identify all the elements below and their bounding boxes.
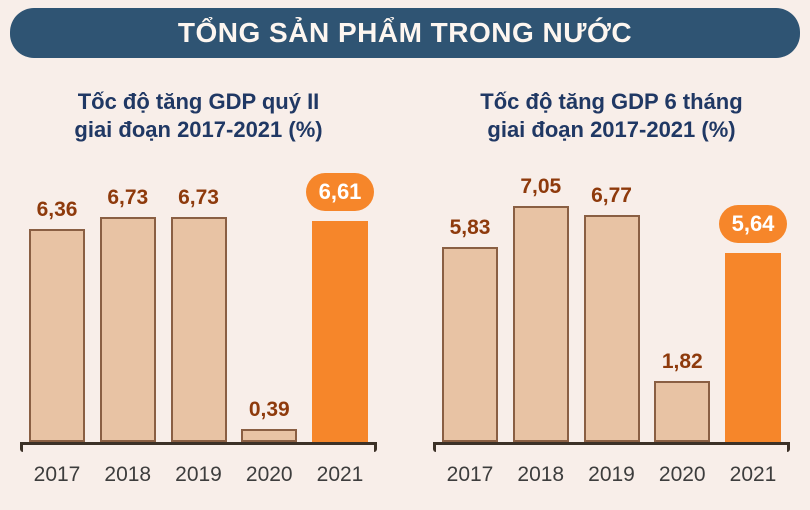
page-title: TỔNG SẢN PHẨM TRONG NƯỚC — [177, 17, 633, 48]
bar-column: 0,39 — [241, 398, 298, 442]
x-tick-label: 2018 — [517, 463, 565, 486]
bar — [442, 247, 498, 442]
bar-value-label: 5,83 — [449, 216, 491, 239]
x-axis-labels: 2017 2018 2019 2020 2021 — [433, 452, 790, 487]
bar-column: 7,05 — [512, 175, 569, 442]
bar-column: 6,61 — [305, 173, 375, 442]
chart-title-line2: giai đoạn 2017-2021 (%) — [74, 117, 323, 142]
bar-highlight — [312, 221, 368, 442]
chart-title-6months: Tốc độ tăng GDP 6 tháng giai đoạn 2017-2… — [433, 88, 790, 144]
x-tick-label: 2019 — [588, 463, 635, 486]
chart-gdp-6months: Tốc độ tăng GDP 6 tháng giai đoạn 2017-2… — [433, 58, 790, 487]
bar — [29, 229, 85, 442]
bar — [583, 215, 640, 442]
bar-value-label: 0,39 — [248, 398, 290, 421]
x-tick-label: 2021 — [316, 463, 364, 486]
highlight-value-badge: 6,61 — [305, 173, 375, 211]
x-tick-label: 2019 — [175, 463, 222, 486]
bar-column: 6,77 — [583, 184, 640, 442]
bar — [241, 429, 298, 442]
bar — [99, 217, 156, 442]
x-axis-line — [433, 442, 790, 452]
chart-title-line2: giai đoạn 2017-2021 (%) — [487, 117, 736, 142]
x-tick-label: 2020 — [245, 463, 293, 486]
plot-area: 5,83 7,05 6,77 1,82 5,64 — [433, 150, 790, 442]
bar-column: 6,36 — [29, 198, 85, 442]
bar-value-label: 6,77 — [591, 184, 632, 207]
header-banner: TỔNG SẢN PHẨM TRONG NƯỚC — [10, 8, 800, 58]
bar-highlight — [725, 253, 781, 442]
bar — [170, 217, 227, 442]
bar-value-label: 6,73 — [107, 186, 149, 209]
bar-column: 6,73 — [99, 186, 156, 442]
x-axis-line — [20, 442, 377, 452]
chart-title-quarter2: Tốc độ tăng GDP quý II giai đoạn 2017-20… — [20, 88, 377, 144]
chart-title-line1: Tốc độ tăng GDP 6 tháng — [480, 89, 743, 114]
bar-value-label: 1,82 — [661, 350, 703, 373]
x-tick-label: 2021 — [729, 463, 777, 486]
bar — [654, 381, 711, 442]
x-axis-labels: 2017 2018 2019 2020 2021 — [20, 452, 377, 487]
bar-value-label: 7,05 — [520, 175, 562, 198]
x-tick-label: 2020 — [658, 463, 706, 486]
charts-row: Tốc độ tăng GDP quý II giai đoạn 2017-20… — [0, 58, 810, 487]
plot-area: 6,36 6,73 6,73 0,39 6,61 — [20, 150, 377, 442]
chart-gdp-quarter2: Tốc độ tăng GDP quý II giai đoạn 2017-20… — [20, 58, 377, 487]
highlight-value-badge: 5,64 — [718, 205, 788, 243]
gdp-infographic: TỔNG SẢN PHẨM TRONG NƯỚC Tốc độ tăng GDP… — [0, 8, 810, 487]
x-tick-label: 2017 — [33, 463, 81, 486]
bar-column: 6,73 — [170, 186, 227, 442]
bar-column: 5,64 — [718, 205, 788, 442]
bar — [512, 206, 569, 442]
bar-column: 5,83 — [442, 216, 498, 442]
bar-value-label: 6,73 — [178, 186, 219, 209]
chart-title-line1: Tốc độ tăng GDP quý II — [77, 89, 320, 114]
x-tick-label: 2017 — [446, 463, 494, 486]
x-tick-label: 2018 — [104, 463, 152, 486]
bar-column: 1,82 — [654, 350, 711, 442]
bar-value-label: 6,36 — [36, 198, 78, 221]
